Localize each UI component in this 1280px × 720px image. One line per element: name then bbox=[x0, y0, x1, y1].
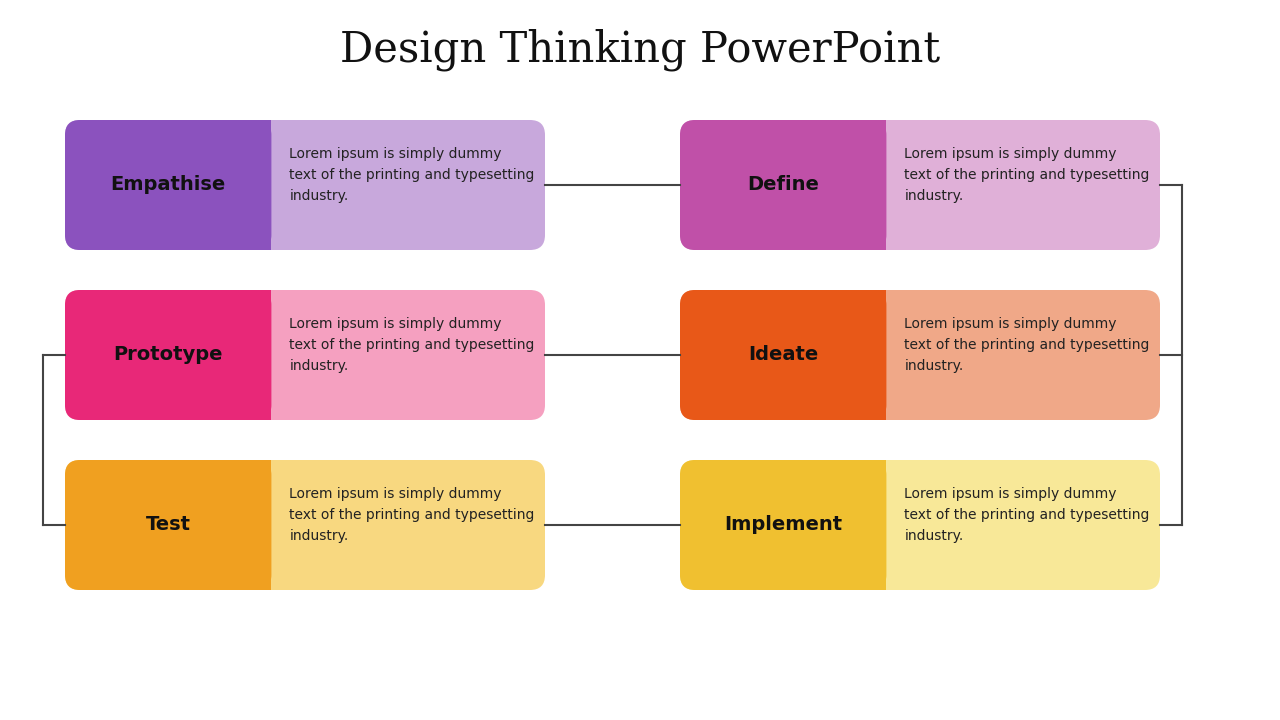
Text: Lorem ipsum is simply dummy
text of the printing and typesetting
industry.: Lorem ipsum is simply dummy text of the … bbox=[289, 318, 535, 373]
FancyBboxPatch shape bbox=[65, 290, 545, 420]
Bar bbox=[872, 120, 886, 250]
Text: Prototype: Prototype bbox=[114, 346, 223, 364]
FancyBboxPatch shape bbox=[65, 460, 271, 590]
Text: Lorem ipsum is simply dummy
text of the printing and typesetting
industry.: Lorem ipsum is simply dummy text of the … bbox=[905, 318, 1149, 373]
Text: Define: Define bbox=[748, 176, 819, 194]
FancyBboxPatch shape bbox=[65, 120, 545, 250]
FancyBboxPatch shape bbox=[680, 460, 886, 590]
FancyBboxPatch shape bbox=[65, 120, 271, 250]
FancyBboxPatch shape bbox=[65, 290, 271, 420]
Bar bbox=[872, 460, 886, 590]
Text: Design Thinking PowerPoint: Design Thinking PowerPoint bbox=[340, 29, 940, 71]
Text: Ideate: Ideate bbox=[748, 346, 818, 364]
FancyBboxPatch shape bbox=[680, 290, 886, 420]
FancyBboxPatch shape bbox=[680, 460, 1160, 590]
FancyBboxPatch shape bbox=[680, 120, 1160, 250]
Text: Lorem ipsum is simply dummy
text of the printing and typesetting
industry.: Lorem ipsum is simply dummy text of the … bbox=[905, 487, 1149, 543]
Text: Test: Test bbox=[146, 516, 191, 534]
Bar bbox=[256, 460, 271, 590]
Text: Empathise: Empathise bbox=[110, 176, 225, 194]
FancyBboxPatch shape bbox=[680, 120, 886, 250]
FancyBboxPatch shape bbox=[680, 290, 1160, 420]
Bar bbox=[256, 120, 271, 250]
Bar bbox=[256, 290, 271, 420]
Text: Lorem ipsum is simply dummy
text of the printing and typesetting
industry.: Lorem ipsum is simply dummy text of the … bbox=[905, 148, 1149, 202]
Text: Implement: Implement bbox=[724, 516, 842, 534]
Text: Lorem ipsum is simply dummy
text of the printing and typesetting
industry.: Lorem ipsum is simply dummy text of the … bbox=[289, 487, 535, 543]
Bar bbox=[872, 290, 886, 420]
FancyBboxPatch shape bbox=[65, 460, 545, 590]
Text: Lorem ipsum is simply dummy
text of the printing and typesetting
industry.: Lorem ipsum is simply dummy text of the … bbox=[289, 148, 535, 202]
